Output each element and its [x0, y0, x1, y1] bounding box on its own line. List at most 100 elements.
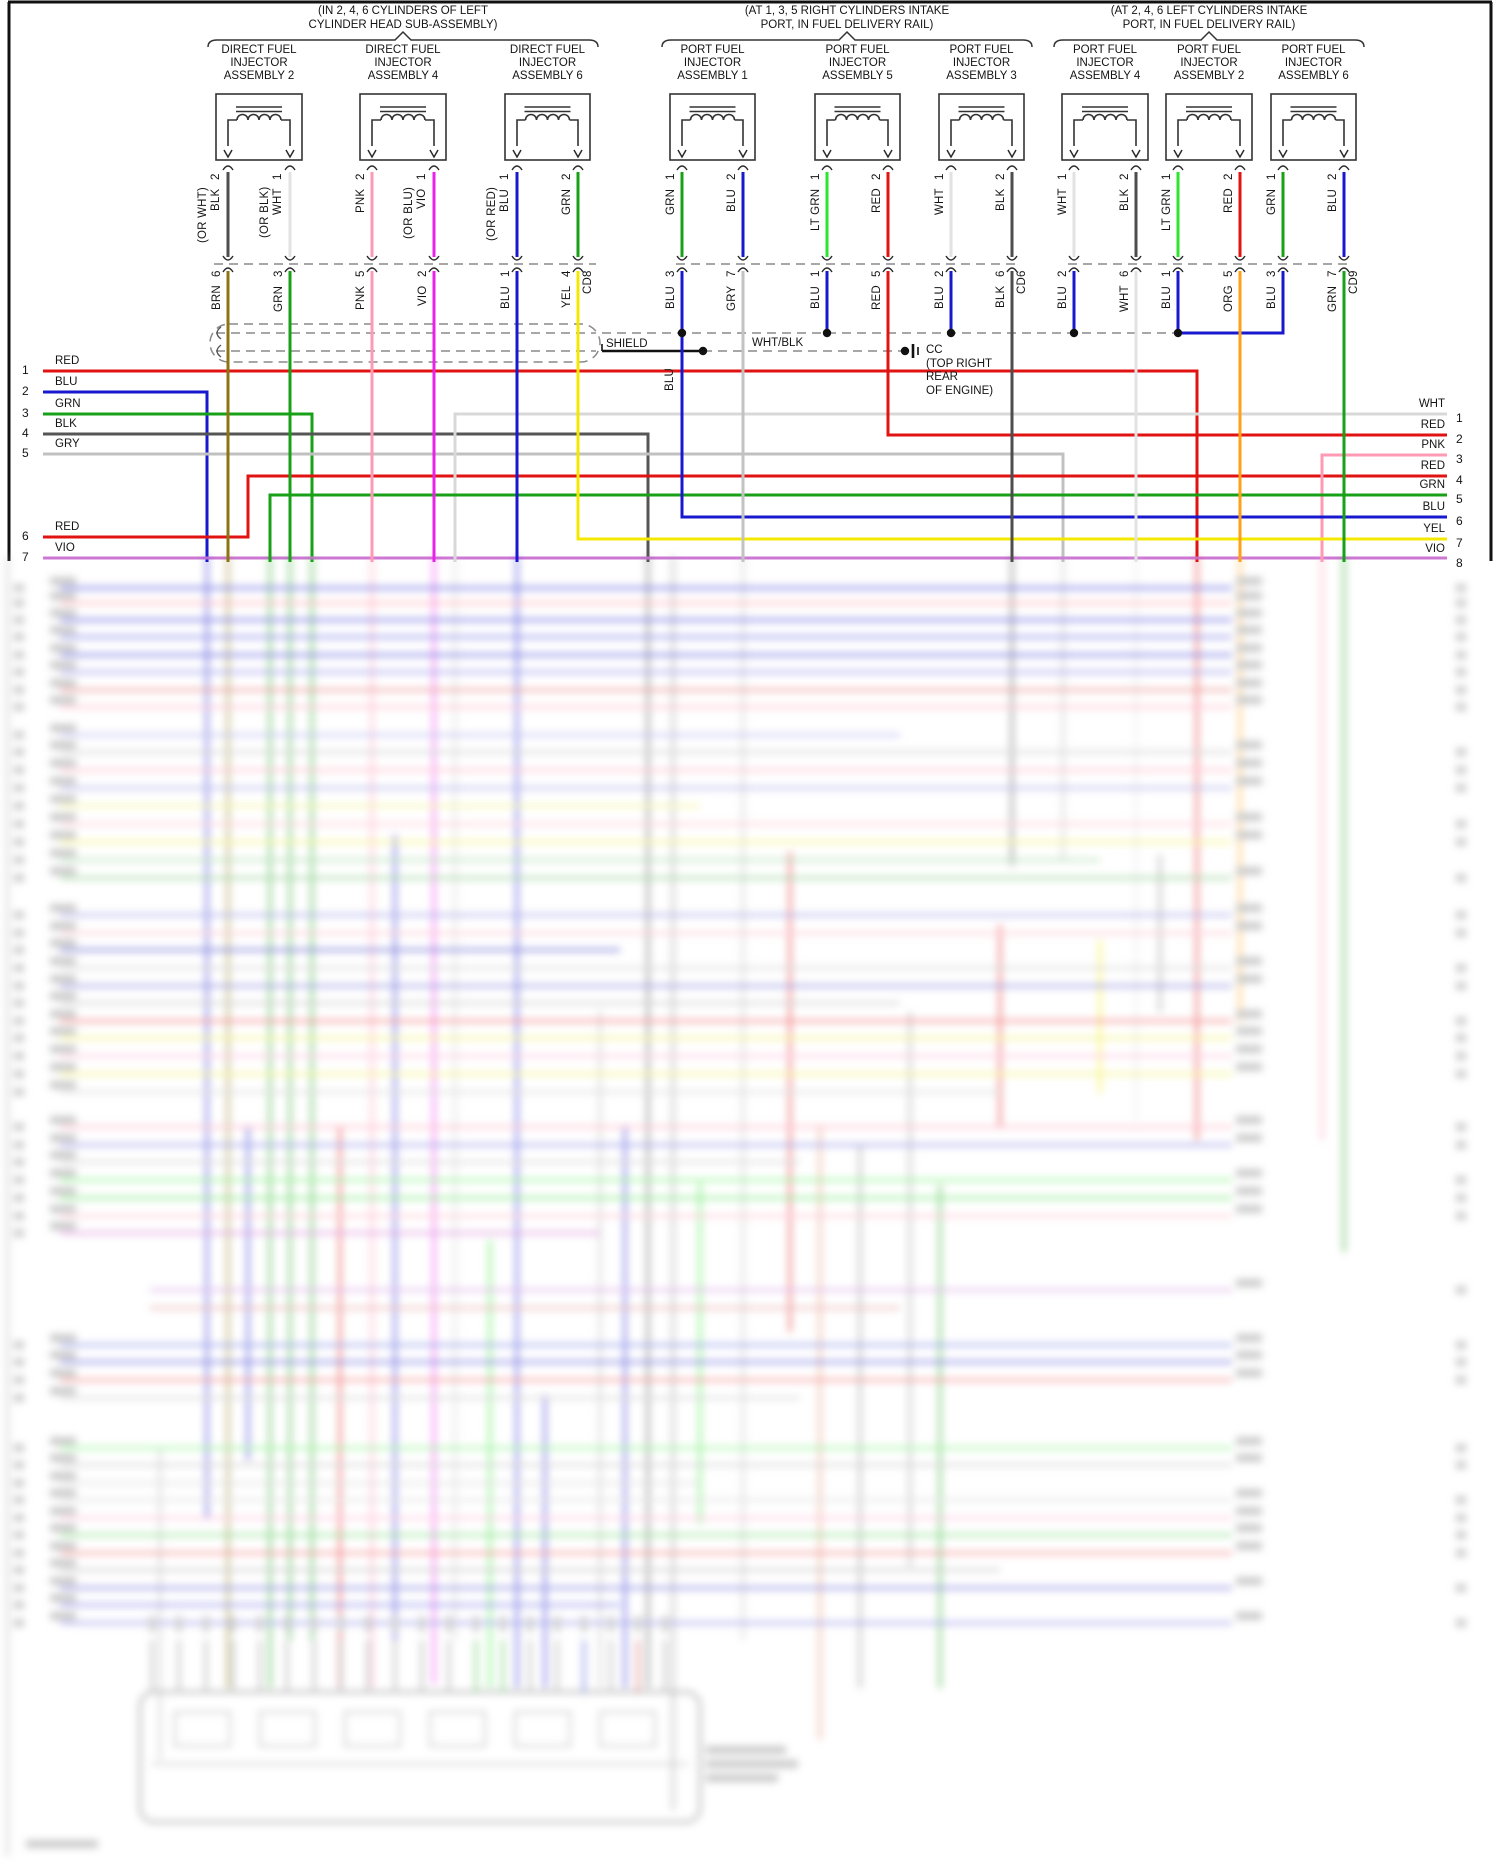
blurred-wire: [50, 1387, 76, 1395]
injector-lead: [425, 119, 435, 146]
blurred-wire: [14, 1229, 24, 1237]
pin-number: 1: [665, 173, 677, 180]
injector-box: [1165, 93, 1253, 161]
injector-lead: [1003, 119, 1013, 146]
blurred-wire: [1236, 1279, 1262, 1287]
blurred-wire: [14, 703, 24, 711]
tail-wire-label: BLU 1: [500, 270, 514, 350]
blurred-wire: [14, 1212, 24, 1220]
connector-name: CD8: [582, 270, 594, 294]
injector-lead: [569, 119, 579, 146]
blurred-wire: [50, 1594, 76, 1602]
wire-break-bracket-icon: [821, 255, 833, 261]
blurred-wire: [50, 1334, 76, 1342]
blurred-wire: [6, 556, 9, 1856]
blurred-wire: [50, 1027, 76, 1035]
wire-break-bracket-icon: [676, 267, 688, 273]
tail-wire-label: GRY 7: [726, 270, 740, 350]
wire-break-bracket-icon: [821, 267, 833, 273]
connector-pin-number: 6: [211, 270, 223, 277]
pin-wire-label: (OR WHT) BLK 2: [197, 173, 225, 256]
blurred-wire: [14, 1549, 24, 1557]
blurred-wire: [284, 1616, 290, 1632]
blurred-wire: [1236, 975, 1262, 983]
shield-oval: [209, 323, 601, 363]
connector-pin-number: 5: [1223, 270, 1235, 277]
injector-title-line: INJECTOR: [1180, 57, 1238, 69]
blurred-wire: [1236, 577, 1262, 585]
blurred-wire: [14, 982, 24, 990]
wire-break-bracket-icon: [428, 165, 440, 171]
wire-break-bracket-icon: [1234, 267, 1246, 273]
blurred-wire: [50, 741, 76, 749]
tail-wire-label: GRN 7: [1327, 270, 1341, 350]
pin-number: 2: [561, 173, 573, 180]
blurred-wire: [50, 1559, 76, 1567]
blurred-wire: [14, 999, 24, 1007]
injector-lead: [516, 119, 526, 146]
tail-wire-label: GRN 3: [273, 270, 287, 350]
blurred-wire: [50, 957, 76, 965]
injector-title: DIRECT FUEL INJECTOR ASSEMBLY 4: [333, 44, 473, 83]
blurred-wire: [1236, 1045, 1262, 1053]
wire-color: YEL: [561, 285, 573, 308]
wire-break-bracket-icon: [1277, 267, 1289, 273]
pin-wire-label: BLK 2: [1119, 173, 1133, 256]
connector-pin-number: 2: [1057, 270, 1069, 277]
connector-pin-number: 3: [665, 270, 677, 277]
group-note-line: PORT, IN FUEL DELIVERY RAIL): [760, 19, 934, 31]
blurred-wire: [1236, 831, 1262, 839]
blurred-wire: [50, 939, 76, 947]
wire-alt-color: (OR WHT): [197, 187, 209, 243]
blurred-wire: [1236, 1169, 1262, 1177]
blurred-wire: [50, 904, 76, 912]
blurred-wire: [1456, 686, 1466, 694]
blurred-wire: [1236, 626, 1262, 634]
injector-title-line: ASSEMBLY 4: [1069, 70, 1141, 82]
blurred-wire-maze: [6, 556, 1466, 1856]
wire-color: BLU: [499, 188, 511, 212]
injector-coil-icon: [236, 113, 282, 121]
row-color-label: VIO: [55, 542, 75, 554]
blurred-wire: [1456, 1496, 1466, 1504]
pin-arrow-icon: [1278, 149, 1288, 159]
blurred-wire: [14, 874, 24, 882]
ground-label-line: CC: [926, 344, 943, 356]
injector-box: [1061, 93, 1149, 161]
injector-coil-icon: [958, 113, 1005, 121]
blurred-wire: [14, 599, 24, 607]
wire-break-bracket-icon: [945, 255, 957, 261]
pin-number: 2: [726, 173, 738, 180]
pin-number: 1: [810, 173, 822, 180]
blurred-wire: [1456, 1052, 1466, 1060]
wire-color: ORG: [1223, 285, 1235, 313]
row-pin-number: 3: [1456, 452, 1463, 466]
pin-arrow-icon: [1007, 149, 1017, 159]
wire-break-bracket-icon: [1277, 255, 1289, 261]
tail-wire-label: BLU 3: [665, 270, 679, 350]
wire-color: WHT: [934, 188, 946, 216]
pin-wire-label: (OR BLK) WHT 1: [259, 173, 287, 256]
blurred-wire: [1236, 741, 1262, 749]
blurred-wire: [527, 1616, 533, 1632]
wire-color: GRN: [1327, 285, 1339, 312]
junction-dot-icon: [677, 328, 687, 338]
wire-break-bracket-icon: [366, 267, 378, 273]
blurred-wire: [14, 1341, 24, 1349]
blurred-wire: [203, 1616, 209, 1632]
pin-wire-label: (OR BLU) VIO 1: [403, 173, 431, 256]
blurred-wire: [14, 1394, 24, 1402]
blurred-wire: [50, 1489, 76, 1497]
blurred-wire: [1456, 1461, 1466, 1469]
blurred-wire: [50, 696, 76, 704]
injector-title-line: PORT FUEL: [949, 44, 1014, 56]
blurred-wire: [599, 1711, 656, 1747]
wire-break-bracket-icon: [676, 165, 688, 171]
injector-lead: [1335, 119, 1345, 146]
pin-arrow-icon: [429, 149, 439, 159]
row-pin-number: 2: [22, 384, 29, 398]
wire-color: BLK: [995, 188, 1007, 211]
blurred-wire: [1236, 1187, 1262, 1195]
connector-name: CD6: [1016, 270, 1028, 294]
blurred-wire: [1456, 1212, 1466, 1220]
